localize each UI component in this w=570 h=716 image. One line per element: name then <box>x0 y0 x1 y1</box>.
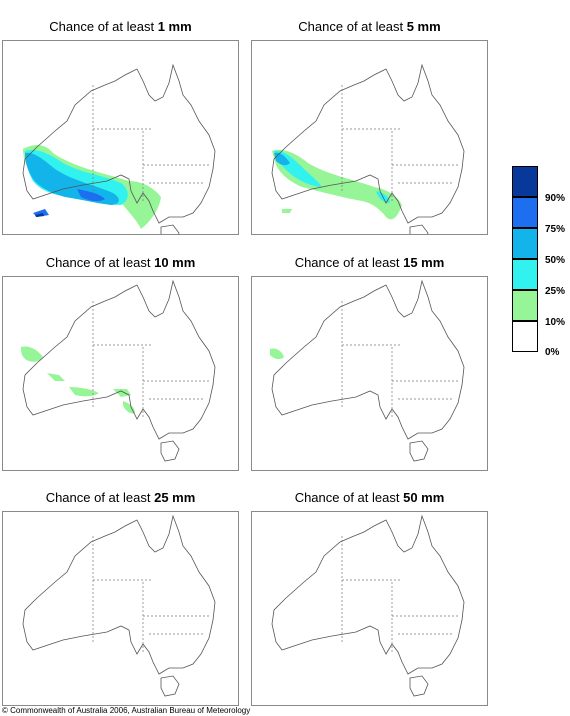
rain-area-10pct <box>270 348 284 360</box>
rain-area-90pct <box>35 213 44 217</box>
map-panel-5mm: Chance of at least 5 mm <box>251 16 488 235</box>
australia-map <box>2 511 239 706</box>
map-svg <box>271 64 465 234</box>
rain-area-10pct <box>21 346 135 414</box>
title-prefix: Chance of at least <box>45 490 151 505</box>
rain-area-25pct <box>274 150 390 203</box>
threshold-amount: 1 mm <box>157 19 192 34</box>
legend-label-75: 75% <box>545 224 566 235</box>
map-svg <box>22 515 216 697</box>
title-prefix: Chance of at least <box>294 255 400 270</box>
australia-map <box>251 511 488 706</box>
legend-swatch-90 <box>512 166 538 197</box>
map-panel-15mm: Chance of at least 15 mm <box>251 252 488 471</box>
legend-label-90: 90% <box>545 193 566 204</box>
map-panel-25mm: Chance of at least 25 mm <box>2 487 239 706</box>
threshold-amount: 15 mm <box>403 255 445 270</box>
threshold-amount: 5 mm <box>406 19 441 34</box>
map-panel-50mm: Chance of at least 50 mm <box>251 487 488 706</box>
map-panel-1mm: Chance of at least 1 mm <box>2 16 239 235</box>
legend-label-10: 10% <box>545 317 566 328</box>
legend-label-50: 50% <box>545 255 566 266</box>
legend-swatch-10 <box>512 290 538 321</box>
rain-area-75pct <box>33 189 105 217</box>
panel-title: Chance of at least 50 mm <box>251 487 488 509</box>
legend-swatch-25 <box>512 259 538 290</box>
panel-title: Chance of at least 5 mm <box>251 16 488 38</box>
title-prefix: Chance of at least <box>49 19 155 34</box>
australia-map <box>2 40 239 235</box>
legend-label-0: 0% <box>545 347 560 358</box>
legend-swatch-50 <box>512 228 538 259</box>
map-panel-10mm: Chance of at least 10 mm <box>2 252 239 471</box>
panel-title: Chance of at least 1 mm <box>2 16 239 38</box>
legend-swatch-75 <box>512 197 538 228</box>
panel-title: Chance of at least 15 mm <box>251 252 488 274</box>
title-prefix: Chance of at least <box>294 490 400 505</box>
map-svg <box>21 280 216 462</box>
threshold-amount: 10 mm <box>154 255 196 270</box>
copyright-notice: © Commonwealth of Australia 2006, Austra… <box>2 706 251 715</box>
panel-title: Chance of at least 25 mm <box>2 487 239 509</box>
threshold-amount: 50 mm <box>403 490 445 505</box>
title-prefix: Chance of at least <box>298 19 404 34</box>
map-svg <box>271 515 465 697</box>
legend-label-25: 25% <box>545 286 566 297</box>
legend-swatch-0 <box>512 321 538 352</box>
australia-map <box>251 40 488 235</box>
australia-map <box>251 276 488 471</box>
rain-area-50pct <box>274 152 290 166</box>
rain-area-50pct <box>25 152 119 205</box>
threshold-amount: 25 mm <box>154 490 196 505</box>
title-prefix: Chance of at least <box>45 255 151 270</box>
panel-title: Chance of at least 10 mm <box>2 252 239 274</box>
australia-map <box>2 276 239 471</box>
map-svg <box>22 64 216 234</box>
map-svg <box>270 280 465 462</box>
